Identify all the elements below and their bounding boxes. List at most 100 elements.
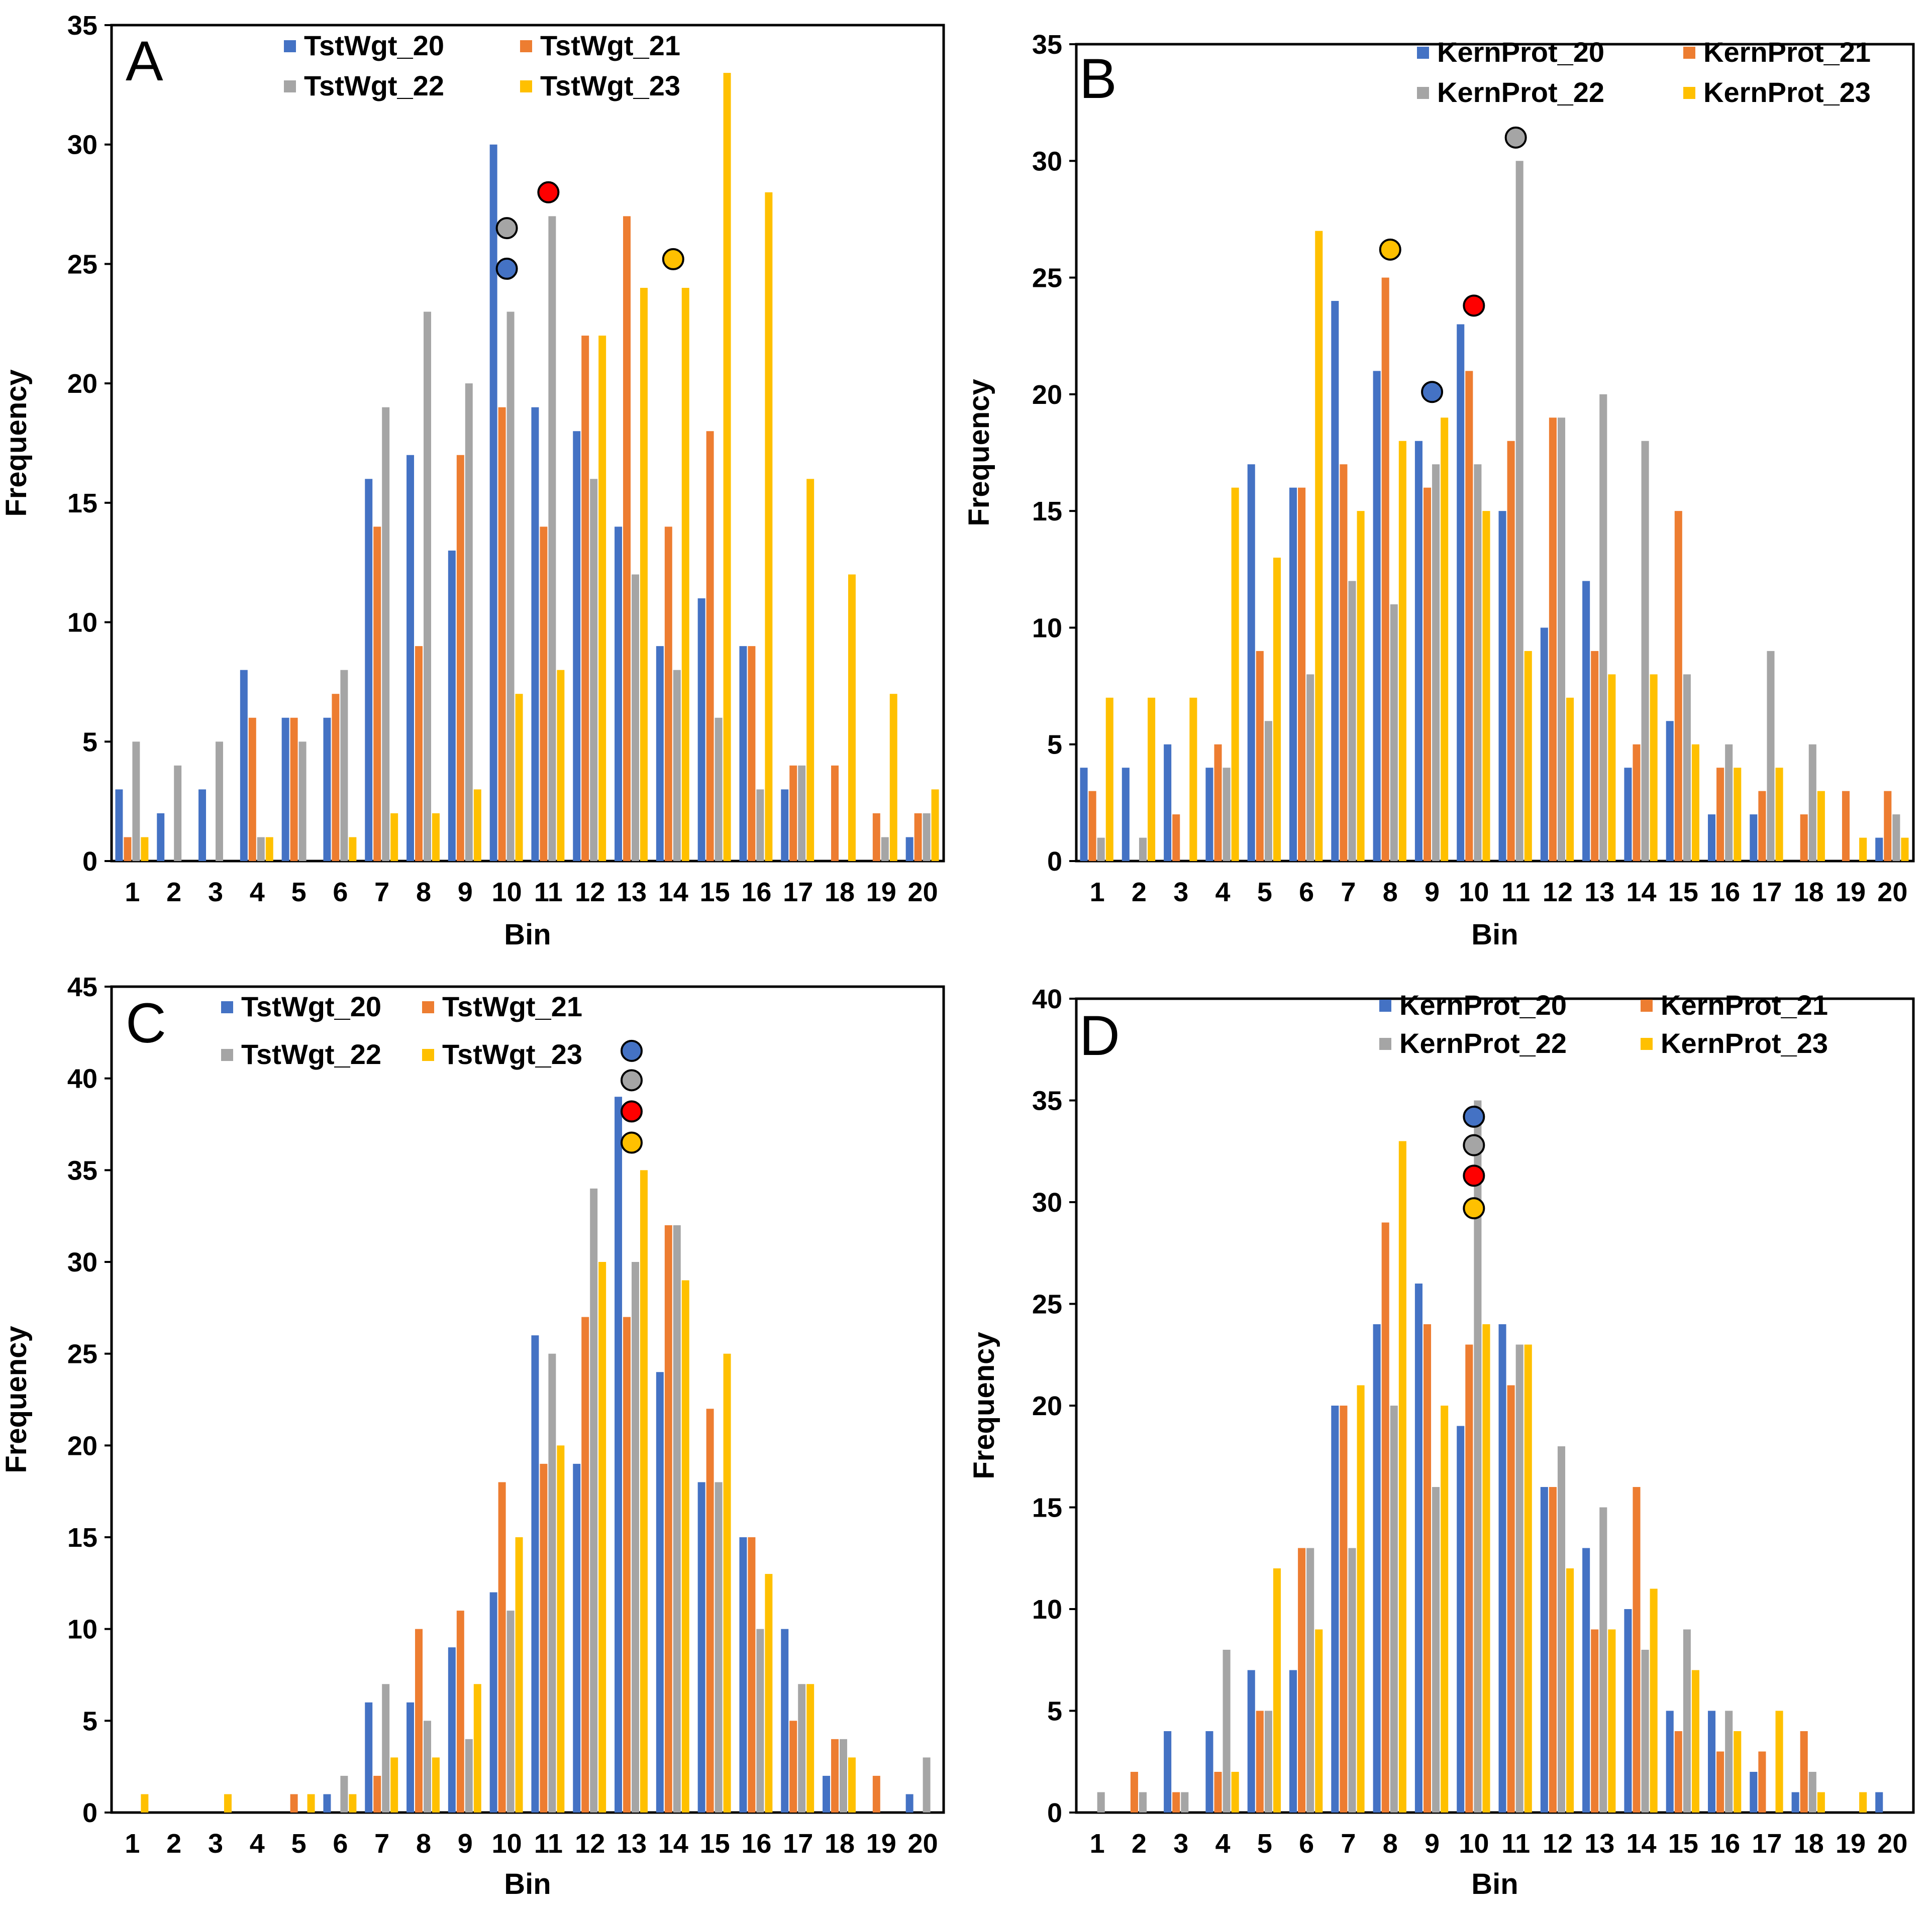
- bar: [573, 431, 581, 861]
- legend-swatch: [1417, 87, 1429, 99]
- bar: [1148, 697, 1156, 861]
- bar: [1247, 1670, 1255, 1813]
- bar: [1498, 511, 1506, 861]
- series-tstwgt-22: [340, 1188, 931, 1813]
- legend-swatch: [1379, 1038, 1391, 1050]
- bar: [1641, 1650, 1649, 1813]
- bar: [1707, 1711, 1716, 1813]
- x-tick-label: 1: [125, 1829, 140, 1859]
- bar: [615, 1097, 623, 1813]
- x-tick-label: 4: [250, 1829, 265, 1859]
- bar: [1875, 1792, 1883, 1813]
- bar: [1734, 1731, 1742, 1813]
- x-tick-label: 7: [374, 877, 389, 907]
- bar: [673, 670, 681, 861]
- bar: [697, 598, 705, 861]
- x-tick-label: 17: [783, 1829, 813, 1859]
- bar: [848, 1757, 856, 1813]
- bar: [498, 407, 506, 861]
- y-tick-label: 25: [1032, 263, 1062, 293]
- x-axis-title: Bin: [1471, 1868, 1518, 1900]
- y-tick-label: 30: [67, 1247, 97, 1278]
- bar: [1641, 441, 1649, 861]
- bar: [1775, 1711, 1783, 1813]
- x-tick-label: 8: [416, 1829, 431, 1859]
- legend-entry: TstWgt_20: [304, 30, 444, 61]
- bar: [723, 73, 731, 862]
- y-tick-label: 25: [67, 249, 97, 279]
- bar: [1264, 721, 1272, 861]
- bar: [1172, 1792, 1180, 1813]
- bar: [540, 1463, 548, 1813]
- bar: [581, 336, 589, 861]
- y-tick-label: 15: [67, 1523, 97, 1553]
- bar: [1817, 1792, 1825, 1813]
- x-tick-label: 3: [208, 877, 223, 907]
- bar: [1414, 441, 1422, 861]
- bar: [1859, 1792, 1867, 1813]
- bar: [1398, 441, 1406, 861]
- bar: [1080, 768, 1088, 861]
- bar: [615, 526, 623, 861]
- x-tick-label: 20: [908, 1829, 938, 1859]
- bar: [340, 1775, 348, 1813]
- bar: [1691, 1670, 1700, 1813]
- bar: [1256, 651, 1264, 861]
- bar: [1557, 1446, 1566, 1813]
- x-tick-label: 4: [250, 877, 265, 907]
- legend-entry: TstWgt_23: [442, 1038, 582, 1070]
- x-tick-label: 10: [492, 1829, 522, 1859]
- bar: [515, 694, 523, 861]
- peak-marker: [621, 1131, 643, 1154]
- y-tick-label: 20: [1032, 1391, 1062, 1421]
- bar: [1205, 1731, 1213, 1813]
- bar: [1817, 791, 1825, 861]
- bar: [1624, 768, 1632, 861]
- bar: [806, 479, 815, 861]
- x-tick-label: 7: [374, 1829, 389, 1859]
- legend-entry: TstWgt_23: [540, 70, 680, 101]
- bar: [598, 336, 606, 861]
- y-tick-label: 10: [1032, 1595, 1062, 1625]
- bar: [1273, 558, 1281, 861]
- bar: [765, 192, 773, 861]
- bar: [1231, 1772, 1239, 1813]
- x-tick-label: 10: [492, 877, 522, 907]
- bar: [1482, 511, 1490, 861]
- x-tick-label: 20: [1877, 1829, 1907, 1859]
- x-axis-title: Bin: [1471, 918, 1518, 951]
- bar: [365, 479, 373, 861]
- bar: [373, 1775, 381, 1813]
- bar: [473, 1684, 481, 1813]
- y-tick-label: 30: [67, 130, 97, 160]
- bar: [923, 1757, 931, 1813]
- series-tstwgt-20: [115, 144, 913, 861]
- x-tick-label: 13: [1584, 1829, 1614, 1859]
- bar: [1591, 1629, 1599, 1813]
- x-tick-label: 12: [575, 877, 605, 907]
- bar: [872, 1775, 880, 1813]
- bar: [548, 1353, 556, 1813]
- bar: [1549, 1487, 1557, 1813]
- legend-entry: KernProt_21: [1703, 36, 1871, 68]
- plot-area-frame: [110, 24, 945, 863]
- y-tick-label: 25: [1032, 1290, 1062, 1320]
- bar: [349, 1794, 357, 1813]
- bar: [1582, 581, 1590, 861]
- bar: [406, 1702, 415, 1813]
- series-tstwgt-21: [290, 1225, 880, 1813]
- bar: [1348, 1548, 1356, 1813]
- bar: [931, 789, 939, 861]
- bar: [1139, 1792, 1147, 1813]
- x-tick-label: 5: [291, 1829, 307, 1859]
- legend-swatch: [1683, 87, 1695, 99]
- bar: [1264, 1711, 1272, 1813]
- bar: [1683, 674, 1691, 861]
- x-tick-label: 15: [700, 1829, 730, 1859]
- bar: [623, 1317, 631, 1813]
- bar: [1507, 441, 1515, 861]
- series-kernprot-22: [1097, 1100, 1816, 1813]
- bar: [240, 670, 248, 861]
- x-tick-label: 18: [1794, 877, 1824, 907]
